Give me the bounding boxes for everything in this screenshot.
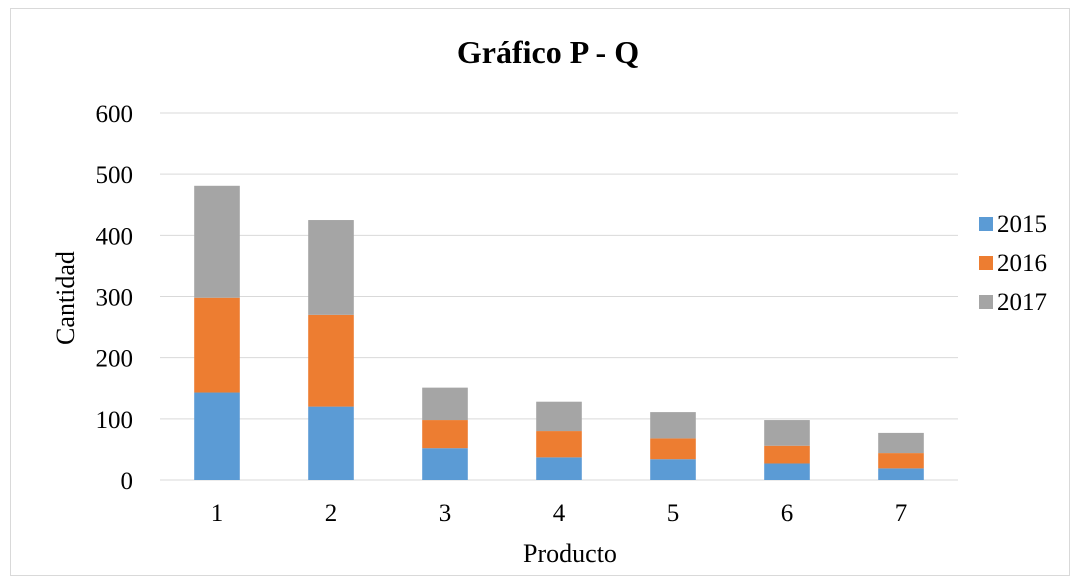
y-axis-label: Cantidad [51,251,80,345]
bar-segment-2015-product-6 [764,463,810,480]
grid-lines [160,112,958,481]
bar-segment-2015-product-4 [536,457,582,480]
bar-segment-2016-product-5 [650,438,696,460]
bar-segment-2017-product-3 [422,387,468,421]
y-tick-label: 600 [96,101,134,128]
x-tick-labels: 1 2 3 4 5 6 7 [211,500,908,527]
x-tick-label: 6 [781,500,794,527]
legend-label-2017: 2017 [997,289,1047,316]
bar-segment-2016-product-3 [422,420,468,449]
y-tick-label: 0 [121,468,134,495]
bar-segment-2015-product-7 [878,468,924,480]
legend-swatch-2015 [979,217,993,231]
bar-segment-2017-product-7 [878,432,924,454]
bar-segment-2017-product-1 [194,185,240,298]
legend: 2015 2016 2017 [979,211,1047,316]
bar-segment-2015-product-5 [650,459,696,480]
bar-segment-2016-product-2 [308,314,354,407]
x-tick-label: 4 [553,500,566,527]
y-tick-label: 400 [96,223,134,250]
legend-label-2015: 2015 [997,211,1047,238]
y-tick-label: 200 [96,346,134,373]
bar-segment-2017-product-2 [308,220,354,315]
bar-segment-2016-product-7 [878,453,924,469]
bar-segment-2016-product-1 [194,297,240,393]
bar-stack-group [194,185,924,480]
x-tick-label: 5 [667,500,680,527]
chart-title: Gráfico P - Q [457,34,639,70]
bar-segment-2016-product-4 [536,431,582,458]
bar-segment-2015-product-1 [194,392,240,480]
bar-segment-2016-product-6 [764,445,810,464]
bar-segment-2017-product-6 [764,420,810,446]
bar-segment-2017-product-4 [536,401,582,432]
x-axis-label: Producto [523,539,617,568]
y-tick-label: 500 [96,162,134,189]
legend-swatch-2017 [979,295,993,309]
y-tick-label: 300 [96,285,134,312]
bar-segment-2015-product-3 [422,448,468,480]
bar-segment-2017-product-5 [650,412,696,439]
y-tick-labels: 0 100 200 300 400 500 600 [96,101,134,495]
legend-swatch-2016 [979,256,993,270]
x-tick-label: 7 [895,500,908,527]
x-tick-label: 1 [211,500,224,527]
chart-frame [10,8,1070,576]
y-tick-label: 100 [96,407,134,434]
bar-segment-2015-product-2 [308,406,354,480]
x-tick-label: 3 [439,500,452,527]
x-tick-label: 2 [325,500,338,527]
legend-label-2016: 2016 [997,250,1047,277]
